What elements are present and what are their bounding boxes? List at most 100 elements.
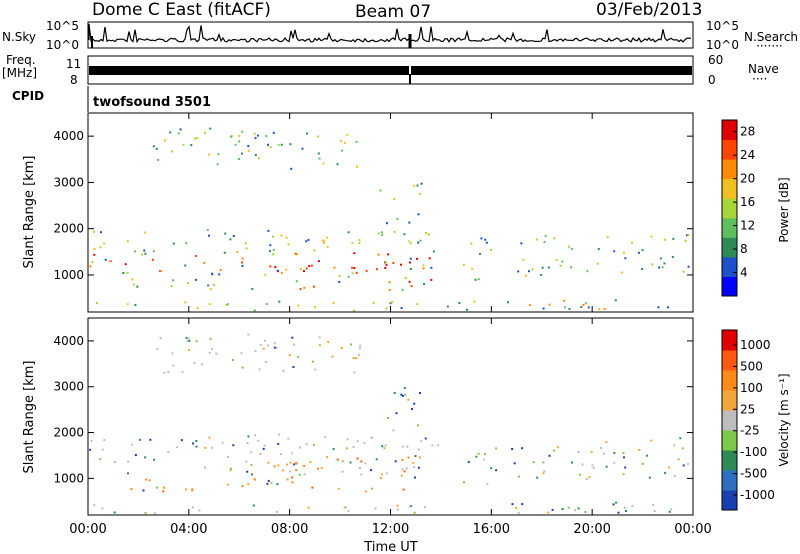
heatmap-cell (587, 306, 590, 309)
heatmap-cell (542, 307, 545, 310)
heatmap-cell (403, 387, 406, 389)
heatmap-cell (297, 355, 300, 358)
x-tick-label: 08:00 (271, 522, 308, 537)
heatmap-cell (486, 482, 489, 485)
heatmap-cell (231, 359, 234, 361)
colorbar-swatch (722, 198, 737, 219)
heatmap-cell (353, 267, 356, 269)
heatmap-cell (477, 278, 480, 281)
heatmap-cell (131, 278, 134, 281)
freq-label: Freq. (6, 53, 36, 67)
heatmap-cell (101, 507, 104, 510)
nsearch-label: N.Search (744, 30, 798, 44)
heatmap-cell (180, 439, 183, 442)
heatmap-cell (204, 466, 206, 469)
heatmap-cell (388, 281, 391, 284)
heatmap-cell (387, 253, 390, 256)
colorbar-swatch (722, 390, 737, 411)
heatmap-cell (134, 304, 137, 306)
heatmap-cell (423, 283, 426, 285)
heatmap-cell (532, 461, 535, 464)
heatmap-cell (638, 449, 641, 451)
heatmap-cell (96, 302, 98, 305)
colorbar-swatch (722, 217, 737, 238)
heatmap-cell (641, 268, 644, 270)
heatmap-cell (318, 344, 321, 347)
heatmap-cell (559, 264, 562, 267)
heatmap-cell (280, 234, 283, 237)
heatmap-cell (341, 470, 344, 473)
colorbar-tick-label: -1000 (740, 488, 775, 502)
heatmap-cell (484, 238, 487, 241)
heatmap-cell (370, 487, 373, 490)
heatmap-cell (217, 153, 220, 156)
heatmap-cell (511, 503, 514, 506)
heatmap-cell (584, 511, 587, 513)
noise-tick-right-bottom: 10^0 (706, 38, 739, 52)
heatmap-cell (295, 469, 298, 472)
heatmap-cell (381, 234, 384, 237)
heatmap-cell (276, 483, 279, 486)
heatmap-cell (99, 246, 102, 249)
heatmap-cell (679, 437, 682, 440)
heatmap-cell (278, 433, 281, 436)
heatmap-cell (541, 266, 544, 269)
heatmap-cell (269, 244, 272, 247)
colorbar-swatch (722, 139, 737, 160)
heatmap-cell (144, 252, 147, 255)
colorbar-swatch (722, 350, 737, 371)
heatmap-cell (406, 445, 409, 448)
heatmap-cell (375, 268, 378, 271)
heatmap-cell (612, 503, 615, 506)
nave-tick-bottom: 0 (708, 73, 716, 87)
x-tick-label: 00:00 (674, 522, 711, 537)
noise-sky-trace (88, 23, 692, 44)
heatmap-cell (355, 140, 358, 143)
freq-frame (87, 55, 694, 85)
heatmap-cell (138, 438, 141, 441)
heatmap-cell (172, 364, 175, 367)
heatmap-cell (446, 305, 449, 308)
heatmap-cell (553, 237, 556, 240)
heatmap-cell (400, 263, 402, 266)
heatmap-cell (570, 266, 573, 269)
heatmap-cell (347, 275, 350, 278)
heatmap-cell (313, 249, 316, 252)
heatmap-cell (370, 469, 373, 472)
power-panel: 1000 2000 3000 4000 Slant Range [km] 4 8 12 16… (22, 112, 791, 313)
heatmap-cell (591, 464, 594, 467)
heatmap-cell (159, 337, 162, 340)
station-title: Dome C East (fitACF) (92, 0, 271, 20)
heatmap-cell (208, 234, 210, 237)
heatmap-cell (605, 465, 608, 468)
heatmap-cell (163, 486, 166, 489)
heatmap-cell (218, 273, 221, 276)
colorbar-swatch (722, 470, 737, 491)
heatmap-cell (624, 466, 627, 469)
heatmap-cell (413, 465, 416, 468)
heatmap-cell (419, 392, 421, 395)
heatmap-cell (172, 242, 175, 245)
heatmap-cell (93, 253, 96, 256)
heatmap-cell (317, 260, 320, 263)
heatmap-cell (418, 456, 421, 459)
colorbar-swatch (722, 370, 737, 391)
heatmap-cell (285, 236, 288, 239)
heatmap-cell (422, 264, 425, 267)
heatmap-cell (257, 439, 260, 442)
heatmap-cell (422, 267, 425, 270)
heatmap-cell (291, 452, 294, 455)
noise-tick-left-bottom: 10^0 (46, 38, 79, 52)
heatmap-cell (299, 267, 302, 270)
heatmap-cell (564, 306, 566, 309)
heatmap-cell (623, 456, 625, 459)
heatmap-cell (245, 247, 248, 250)
heatmap-cell (317, 152, 320, 155)
heatmap-cell (93, 230, 95, 233)
heatmap-cell (145, 478, 148, 481)
heatmap-cell (167, 371, 170, 374)
heatmap-cell (417, 241, 420, 244)
heatmap-cell (622, 452, 625, 455)
freq-panel: Freq. [MHz] 11 8 60 0 Nave ···· (2, 53, 779, 87)
